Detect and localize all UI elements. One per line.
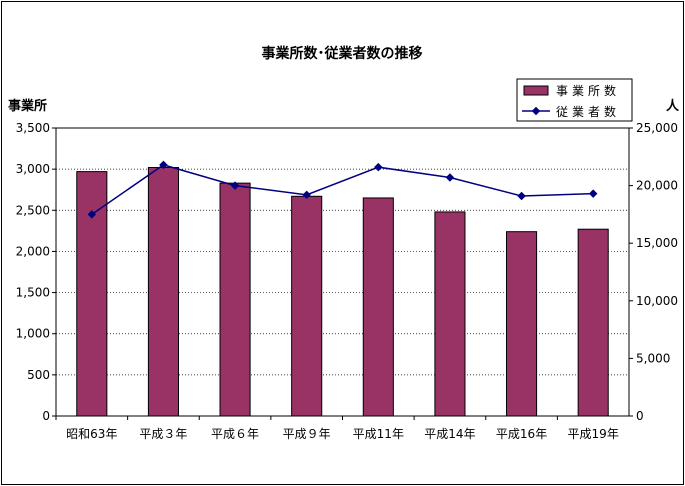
left-tick-label: 1,500: [16, 286, 50, 300]
left-tick-label: 2,500: [16, 203, 50, 217]
series-line: [91, 164, 594, 216]
left-axis-label: 事業所: [8, 98, 47, 114]
right-axis-label: 人: [666, 98, 680, 114]
category-label: 平成11年: [353, 427, 404, 441]
bar: [434, 211, 466, 417]
left-tick-label: 1,000: [16, 327, 50, 341]
line-point: [302, 190, 311, 200]
right-ticks: 0 5,000 10,000 15,000 20,000 25,000: [629, 121, 678, 423]
right-tick-label: 20,000: [636, 179, 678, 193]
line-point: [230, 181, 240, 190]
bar: [219, 182, 251, 417]
bar: [291, 195, 323, 417]
category-label: 平成６年: [211, 427, 259, 441]
bar: [147, 166, 179, 417]
category-labels: 昭和63年 平成３年 平成６年 平成９年 平成11年 平成14年 平成16年 平成19年: [55, 416, 619, 441]
category-label: 平成19年: [568, 427, 619, 441]
legend: 事業所数 従業者数: [516, 78, 633, 122]
left-tick-label: 3,500: [16, 121, 50, 135]
line-series: [87, 160, 598, 219]
line-point: [374, 162, 383, 172]
plot-area: [55, 127, 630, 417]
right-tick-label: 10,000: [636, 294, 678, 308]
left-tick-label: 3,000: [16, 162, 50, 176]
bar: [577, 228, 609, 417]
category-label: 平成９年: [283, 427, 331, 441]
right-tick-label: 25,000: [636, 121, 678, 135]
category-label: 平成16年: [496, 427, 547, 441]
line-point: [159, 160, 168, 170]
category-label: 平成14年: [424, 427, 475, 441]
bar: [76, 171, 108, 417]
left-ticks: 0 500 1,000 1,500 2,000 2,500 3,000 3,500: [16, 121, 56, 423]
category-label: 平成３年: [139, 427, 187, 441]
legend-bar-swatch: [523, 85, 549, 96]
bar: [362, 197, 394, 417]
right-tick-label: 15,000: [636, 236, 678, 250]
left-tick-label: 500: [27, 368, 50, 382]
legend-line-label: 従業者数: [556, 104, 620, 119]
line-point: [87, 210, 97, 219]
line-point: [445, 173, 455, 182]
right-tick-label: 5,000: [636, 351, 670, 365]
left-tick-label: 2,000: [16, 244, 50, 258]
category-label: 昭和63年: [66, 427, 117, 441]
left-tick-label: 0: [42, 409, 50, 423]
right-tick-label: 0: [636, 409, 644, 423]
bars: [76, 166, 609, 417]
chart-title: 事業所数･従業者数の推移: [262, 45, 423, 62]
bar: [506, 231, 538, 417]
legend-bar-label: 事業所数: [556, 83, 620, 98]
